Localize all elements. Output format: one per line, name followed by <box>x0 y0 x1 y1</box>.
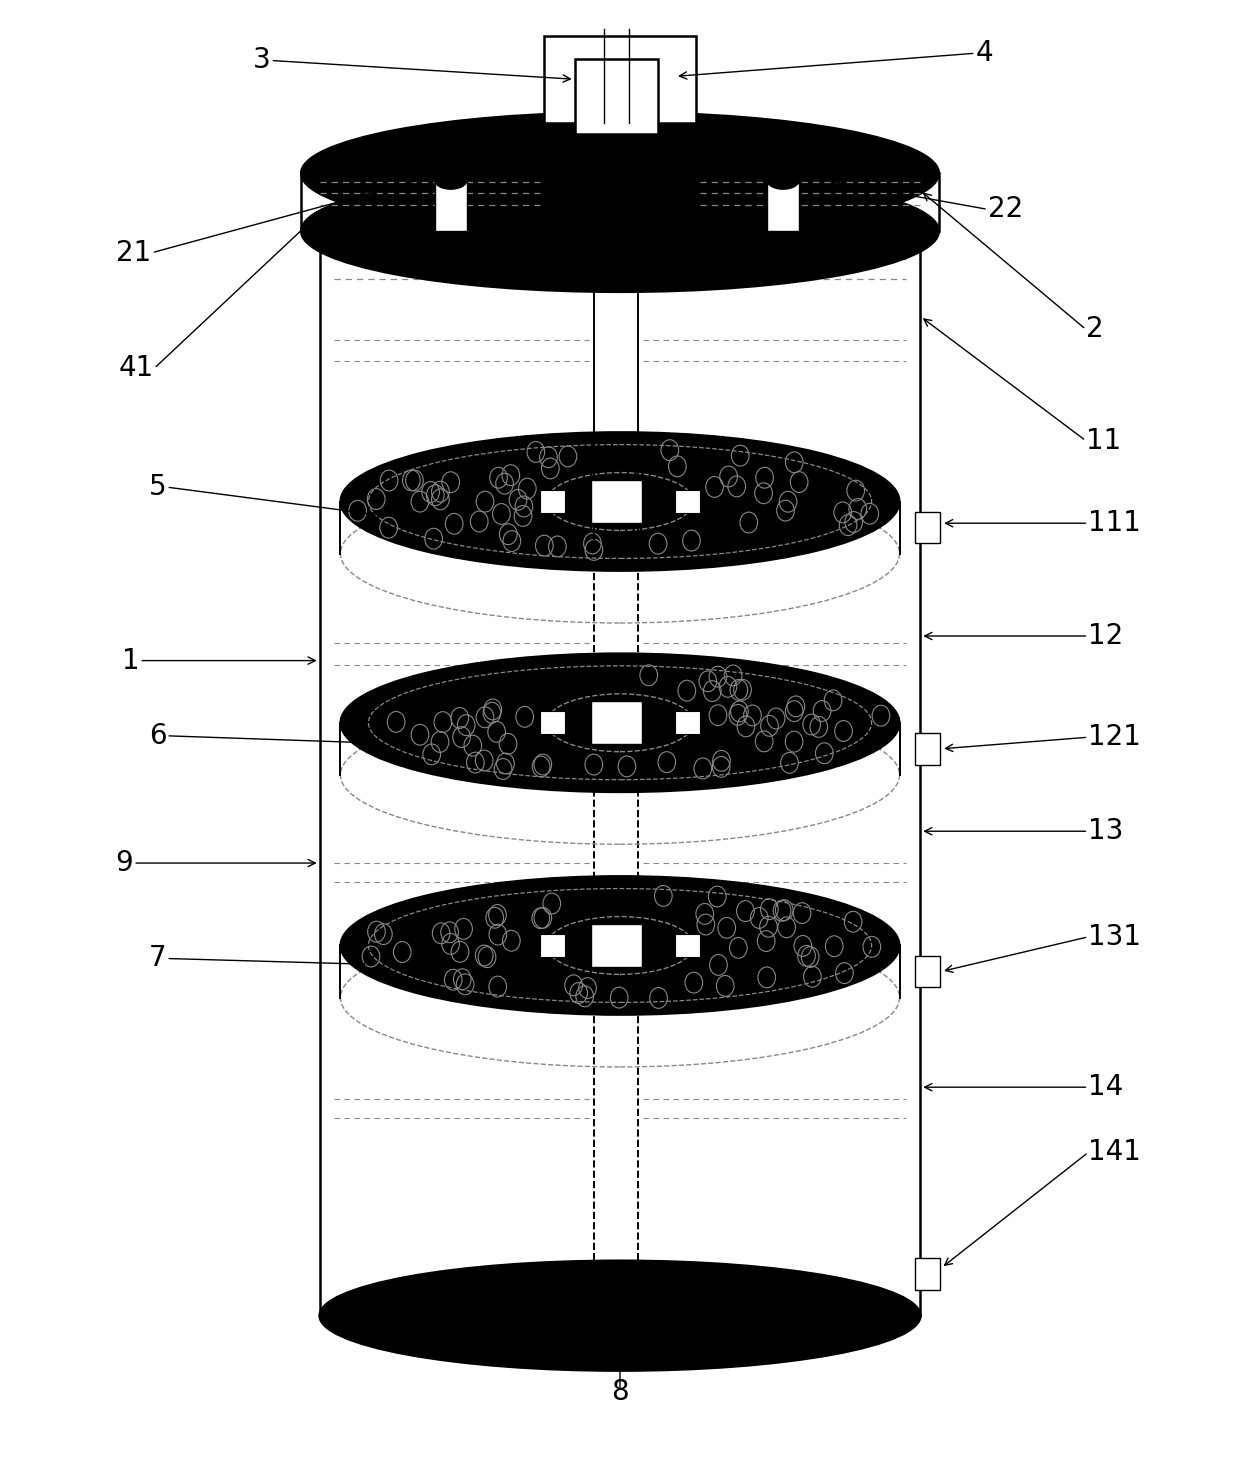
Bar <box>590 701 642 745</box>
Bar <box>574 58 658 134</box>
Text: 131: 131 <box>1089 923 1141 950</box>
Bar <box>675 491 699 512</box>
Text: 14: 14 <box>1089 1073 1123 1101</box>
Ellipse shape <box>341 432 899 571</box>
Text: 12: 12 <box>1089 622 1123 650</box>
Text: 21: 21 <box>117 239 151 267</box>
Text: 2: 2 <box>1086 315 1104 343</box>
Text: 8: 8 <box>611 1378 629 1406</box>
Ellipse shape <box>301 112 939 234</box>
Text: 141: 141 <box>1089 1139 1141 1167</box>
Bar <box>544 36 696 123</box>
Text: 5: 5 <box>149 473 166 501</box>
Text: 41: 41 <box>119 355 154 383</box>
Ellipse shape <box>320 1261 920 1371</box>
Text: 7: 7 <box>149 945 166 972</box>
Bar <box>590 480 642 523</box>
Bar <box>435 181 466 231</box>
Text: 1: 1 <box>122 647 139 675</box>
Text: 22: 22 <box>988 196 1023 223</box>
Text: 11: 11 <box>1086 426 1121 454</box>
Ellipse shape <box>341 876 899 1015</box>
Bar <box>590 924 642 967</box>
Bar <box>541 711 565 734</box>
Ellipse shape <box>341 654 899 793</box>
Text: 13: 13 <box>1089 818 1123 845</box>
Text: 3: 3 <box>253 47 270 74</box>
Bar <box>915 956 940 987</box>
Bar <box>541 934 565 958</box>
Text: 111: 111 <box>1089 510 1141 537</box>
Text: 9: 9 <box>115 850 133 877</box>
Bar <box>675 934 699 958</box>
Text: 6: 6 <box>149 721 166 750</box>
Text: 4: 4 <box>976 39 993 67</box>
Ellipse shape <box>435 172 466 190</box>
Ellipse shape <box>301 171 939 292</box>
Bar <box>915 733 940 765</box>
Ellipse shape <box>768 172 799 190</box>
Bar <box>915 511 940 543</box>
Bar <box>915 1259 940 1289</box>
Bar <box>675 711 699 734</box>
Text: 121: 121 <box>1089 723 1141 752</box>
Bar <box>768 181 799 231</box>
Bar <box>541 491 565 512</box>
